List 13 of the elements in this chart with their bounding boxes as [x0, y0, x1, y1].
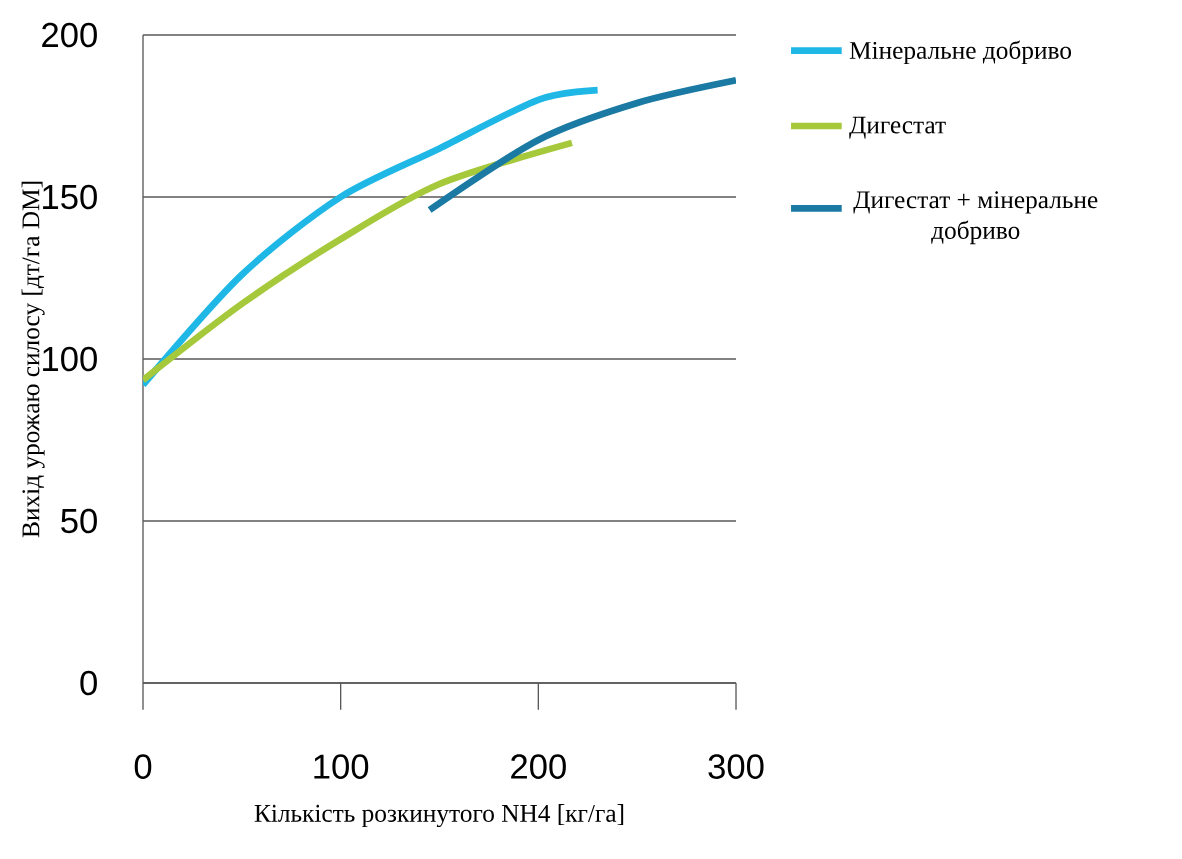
y-tick-label: 100 — [43, 346, 97, 372]
x-tick-label: 100 — [314, 754, 369, 779]
x-tick-label: 200 — [511, 754, 566, 779]
x-tick-label: 0 — [134, 754, 152, 779]
y-tick-label: 200 — [42, 22, 97, 48]
x-tick-label: 300 — [708, 754, 764, 779]
y-tick-label: 150 — [43, 184, 97, 210]
legend-label: Мінеральне добриво — [849, 40, 1072, 65]
x-axis-title: Кількість розкинутого NH4 [кг/га] — [254, 804, 624, 828]
legend-label: Дигестат + мінеральне добриво — [853, 191, 1098, 245]
y-tick-label: 50 — [61, 508, 97, 534]
y-tick-label: 0 — [80, 670, 97, 696]
legend-label: Дигестат — [849, 116, 946, 139]
